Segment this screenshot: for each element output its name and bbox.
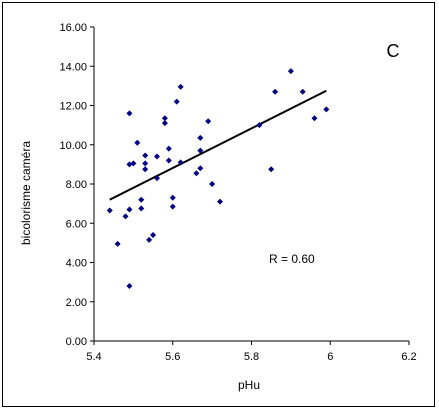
data-point [142, 152, 149, 159]
x-tick-label: 5.6 [165, 351, 180, 363]
data-point [256, 122, 263, 129]
data-point [311, 115, 318, 122]
y-tick-label: 16.00 [59, 22, 87, 34]
data-point [126, 283, 133, 290]
y-tick-label: 2.00 [66, 297, 87, 309]
trend-line [109, 89, 327, 201]
data-point [126, 110, 133, 117]
x-tick-label: 6.2 [401, 351, 416, 363]
data-point [177, 159, 184, 166]
data-point [134, 139, 141, 146]
data-point [154, 153, 160, 160]
chart-frame: 0.00 2.00 4.00 6.00 8.00 10.00 12.00 14.00 16.00… [2, 2, 435, 407]
y-tick-label: 6.00 [66, 218, 87, 230]
data-point [138, 196, 145, 203]
data-point [209, 181, 216, 187]
correlation-annotation: R = 0.60 [269, 252, 315, 266]
x-axis-title: pHu [238, 378, 260, 392]
y-tick-label: 12.00 [59, 101, 87, 113]
data-point [142, 160, 149, 167]
data-point [193, 170, 200, 177]
data-points [106, 68, 330, 290]
data-point [165, 157, 172, 164]
x-tick-label: 6 [327, 351, 333, 363]
data-point [217, 198, 223, 205]
x-tick-label: 5.8 [244, 351, 259, 363]
data-point [154, 175, 160, 182]
data-point [169, 194, 176, 201]
data-point [197, 134, 204, 141]
data-point [173, 98, 180, 105]
data-point [142, 166, 149, 173]
scatter-chart: 0.00 2.00 4.00 6.00 8.00 10.00 12.00 14.00 16.00… [19, 22, 417, 392]
x-tick-label: 5.4 [86, 351, 101, 363]
data-point [197, 165, 204, 172]
data-point [268, 166, 275, 173]
data-point [138, 205, 145, 212]
y-tick-label: 14.00 [59, 61, 87, 73]
x-ticks: 5.4 5.6 5.8 6 6.2 [86, 341, 417, 363]
data-point [130, 160, 137, 167]
data-point [197, 147, 204, 154]
data-point [323, 106, 330, 113]
data-point [169, 203, 176, 210]
data-point [165, 145, 172, 152]
y-tick-label: 0.00 [66, 336, 87, 348]
y-tick-label: 4.00 [66, 258, 87, 270]
data-point [126, 206, 133, 213]
y-tick-label: 10.00 [59, 140, 87, 152]
data-point [205, 118, 212, 125]
data-point [272, 88, 279, 95]
y-ticks: 0.00 2.00 4.00 6.00 8.00 10.00 12.00 14.00 16.00 [59, 22, 94, 348]
y-tick-label: 8.00 [66, 179, 87, 191]
data-point [122, 213, 129, 220]
panel-label: C [387, 41, 400, 61]
data-point [299, 88, 306, 95]
data-point [161, 115, 168, 122]
data-point [161, 120, 168, 127]
data-point [287, 68, 294, 75]
data-point [146, 236, 153, 243]
y-axis-title: bicolorisme caméra [19, 141, 33, 245]
data-point [150, 232, 157, 239]
data-point [177, 83, 184, 90]
data-point [114, 240, 121, 247]
data-point [106, 207, 113, 214]
